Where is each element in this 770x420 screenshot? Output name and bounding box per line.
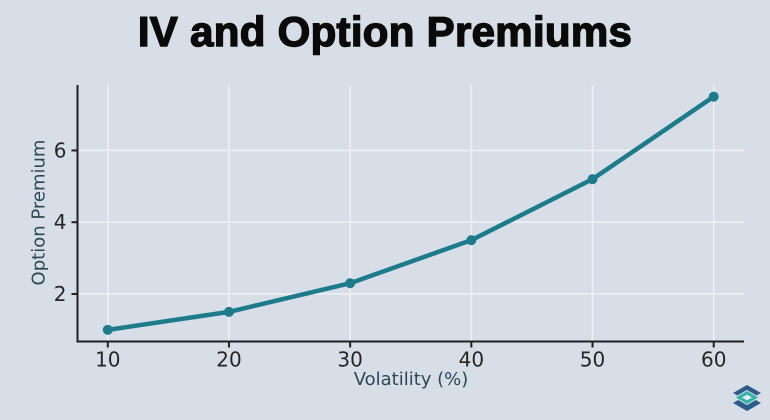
- data-point-marker: [708, 91, 719, 102]
- x-axis-label: Volatility (%): [353, 369, 469, 390]
- layered-diamonds-logo: [733, 385, 761, 411]
- x-tick-label: 60: [701, 348, 726, 372]
- data-point-marker: [102, 324, 113, 335]
- y-tick-label: 6: [54, 138, 67, 162]
- data-point-marker: [466, 235, 477, 246]
- data-point-marker: [223, 306, 234, 317]
- x-tick-label: 10: [95, 348, 120, 372]
- x-tick-label: 40: [459, 348, 484, 372]
- data-point-marker: [587, 174, 598, 185]
- data-point-marker: [345, 278, 356, 289]
- y-axis-label: Option Premium: [28, 139, 50, 286]
- x-tick-label: 20: [216, 348, 241, 372]
- x-tick-label: 30: [337, 348, 362, 372]
- y-tick-label: 2: [54, 282, 67, 306]
- chart-title: IV and Option Premiums: [137, 7, 633, 55]
- x-tick-label: 50: [580, 348, 605, 372]
- logo-center-diamond: [742, 394, 752, 401]
- y-tick-label: 4: [54, 210, 67, 234]
- data-line: [105, 94, 716, 333]
